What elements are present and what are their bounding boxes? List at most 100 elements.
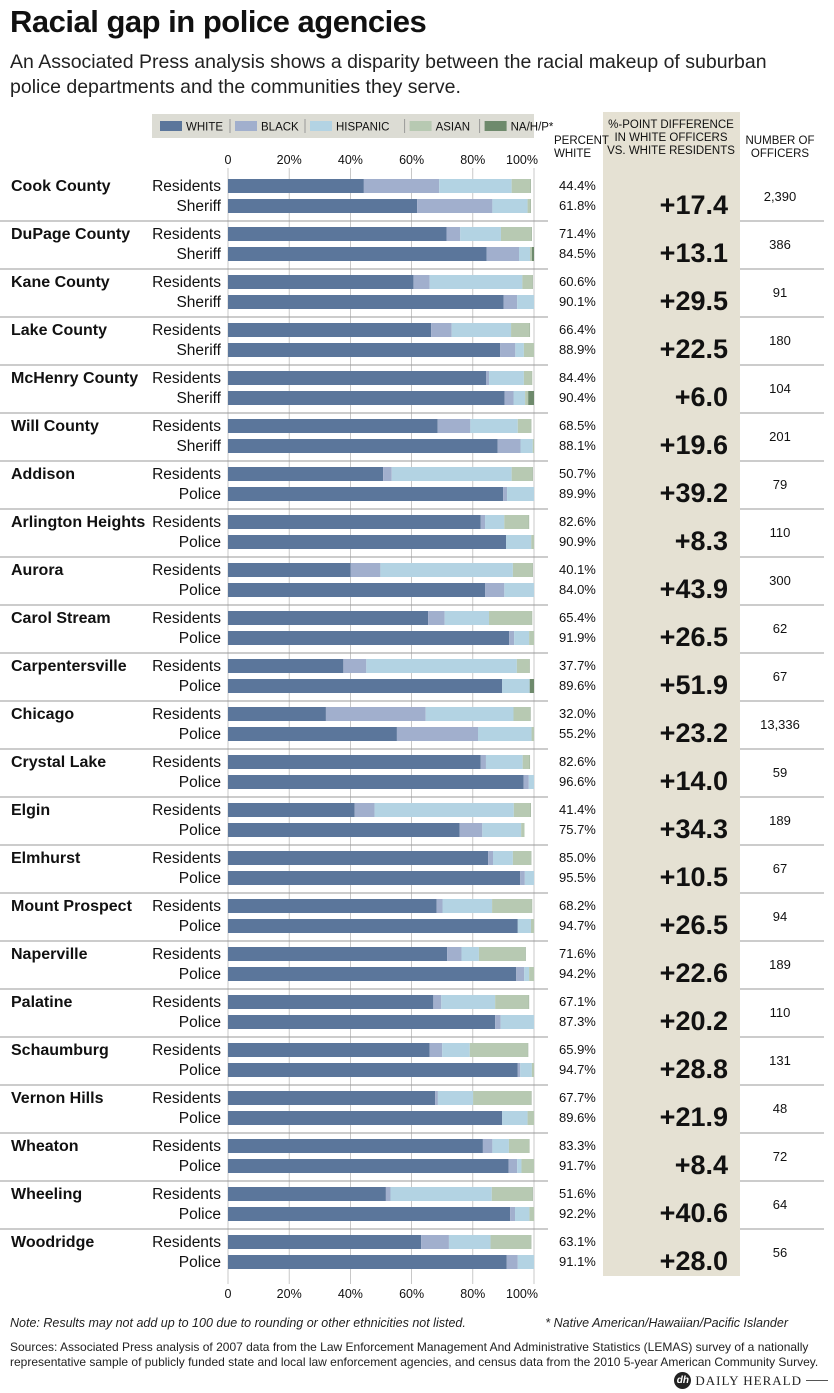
bar-agency-carol-stream-hispanic: [514, 631, 530, 645]
agency-percent-elgin: 75.7%: [559, 822, 596, 837]
bar-residents-dupage-county-hispanic: [460, 227, 501, 241]
bar-agency-palatine-white: [228, 1015, 496, 1029]
legend-swatch-3: [409, 121, 432, 131]
brand-rule: [806, 1380, 828, 1381]
agency-label-woodridge: Police: [179, 1254, 221, 1271]
bar-residents-will-county-black: [437, 419, 471, 433]
residents-percent-schaumburg: 65.9%: [559, 1042, 596, 1057]
agency-name-chicago: Chicago: [11, 706, 74, 723]
bar-residents-arlington-heights-white: [228, 515, 481, 529]
bar-agency-elgin-white: [228, 823, 460, 837]
residents-percent-palatine: 67.1%: [559, 994, 596, 1009]
residents-label-mchenry-county: Residents: [152, 370, 221, 387]
officers-wheaton: 72: [773, 1149, 787, 1164]
residents-percent-will-county: 68.5%: [559, 418, 596, 433]
bar-agency-lake-county-hispanic: [515, 343, 524, 357]
agency-label-lake-county: Sheriff: [176, 342, 221, 359]
bar-residents-wheeling-hispanic: [390, 1187, 492, 1201]
bar-agency-chicago-white: [228, 727, 397, 741]
daily-herald-logo-icon: dh: [674, 1372, 692, 1389]
bar-agency-cook-county-black: [417, 199, 493, 213]
difference-lake-county: +22.5: [660, 334, 728, 364]
agency-name-elmhurst: Elmhurst: [11, 850, 81, 867]
bar-agency-chicago-asian: [531, 727, 534, 741]
bar-agency-vernon-hills-white: [228, 1111, 503, 1125]
legend-box: [152, 114, 534, 138]
difference-elmhurst: +10.5: [660, 862, 728, 892]
bar-residents-aurora-white: [228, 563, 351, 577]
bar-agency-carol-stream-white: [228, 631, 510, 645]
bar-agency-mchenry-county-black: [504, 391, 514, 405]
agency-label-kane-county: Sheriff: [176, 294, 221, 311]
residents-label-chicago: Residents: [152, 706, 221, 723]
bar-agency-kane-county-black: [503, 295, 518, 309]
legend-label-1: BLACK: [261, 122, 299, 134]
bar-residents-arlington-heights-asian: [504, 515, 529, 529]
agency-percent-aurora: 84.0%: [559, 582, 596, 597]
difference-arlington-heights: +8.3: [675, 526, 728, 556]
bar-residents-naperville-white: [228, 947, 448, 961]
bar-residents-mount-prospect-hispanic: [442, 899, 493, 913]
legend-swatch-0: [160, 121, 182, 131]
residents-label-addison: Residents: [152, 466, 221, 483]
agency-percent-crystal-lake: 96.6%: [559, 774, 596, 789]
bar-agency-will-county-black: [497, 439, 521, 453]
bar-residents-wheeling-white: [228, 1187, 386, 1201]
difference-palatine: +20.2: [660, 1006, 728, 1036]
bar-residents-schaumburg-asian: [469, 1043, 528, 1057]
bar-agency-mchenry-county-hispanic: [513, 391, 526, 405]
difference-carol-stream: +26.5: [660, 622, 728, 652]
bar-agency-dupage-county-nahp: [531, 247, 534, 261]
bar-agency-wheeling-white: [228, 1207, 511, 1221]
bar-agency-wheaton-black: [508, 1159, 518, 1173]
agency-label-elmhurst: Police: [179, 870, 221, 887]
agency-label-wheaton: Police: [179, 1158, 221, 1175]
bar-agency-mount-prospect-hispanic: [517, 919, 531, 933]
bar-residents-carpentersville-white: [228, 659, 344, 673]
bar-residents-chicago-hispanic: [425, 707, 514, 721]
officers-schaumburg: 131: [769, 1053, 791, 1068]
officers-palatine: 110: [770, 1005, 791, 1020]
agency-name-kane-county: Kane County: [11, 274, 110, 291]
agency-name-wheaton: Wheaton: [11, 1138, 79, 1155]
bar-residents-arlington-heights-black: [480, 515, 486, 529]
residents-percent-arlington-heights: 82.6%: [559, 514, 596, 529]
agency-name-carpentersville: Carpentersville: [11, 658, 127, 675]
bar-residents-mchenry-county-hispanic: [489, 371, 524, 385]
bar-agency-aurora-black: [485, 583, 505, 597]
bar-residents-addison-asian: [511, 467, 533, 481]
difference-column-panel: [603, 112, 740, 1276]
residents-label-dupage-county: Residents: [152, 226, 221, 243]
bar-agency-woodridge-black: [506, 1255, 518, 1269]
agency-percent-addison: 89.9%: [559, 486, 596, 501]
bar-agency-elgin-asian: [521, 823, 525, 837]
agency-percent-mchenry-county: 90.4%: [559, 390, 596, 405]
bar-agency-addison-black: [503, 487, 508, 501]
agency-name-lake-county: Lake County: [11, 322, 107, 339]
bar-agency-cook-county-white: [228, 199, 418, 213]
difference-woodridge: +28.0: [660, 1246, 728, 1276]
agency-percent-dupage-county: 84.5%: [559, 246, 596, 261]
agency-label-addison: Police: [179, 486, 221, 503]
agency-label-crystal-lake: Police: [179, 774, 221, 791]
difference-elgin: +34.3: [660, 814, 728, 844]
agency-label-aurora: Police: [179, 582, 221, 599]
difference-schaumburg: +28.8: [660, 1054, 728, 1084]
bar-agency-chicago-black: [396, 727, 479, 741]
bar-residents-schaumburg-hispanic: [442, 1043, 470, 1057]
residents-label-palatine: Residents: [152, 994, 221, 1011]
bar-agency-cook-county-asian: [527, 199, 531, 213]
x-tick-top-3: 60%: [399, 153, 424, 167]
bar-residents-woodridge-white: [228, 1235, 422, 1249]
bar-residents-palatine-white: [228, 995, 434, 1009]
agency-percent-mount-prospect: 94.7%: [559, 918, 596, 933]
difference-aurora: +43.9: [660, 574, 728, 604]
residents-label-will-county: Residents: [152, 418, 221, 435]
bar-agency-palatine-black: [495, 1015, 501, 1029]
header-officers-0: NUMBER OF: [746, 135, 815, 147]
x-tick-bottom-5: 100%: [506, 1287, 538, 1301]
bar-residents-cook-county-black: [363, 179, 440, 193]
agency-percent-vernon-hills: 89.6%: [559, 1110, 596, 1125]
agency-label-elgin: Police: [179, 822, 221, 839]
header-difference-2: VS. WHITE RESIDENTS: [607, 145, 735, 157]
